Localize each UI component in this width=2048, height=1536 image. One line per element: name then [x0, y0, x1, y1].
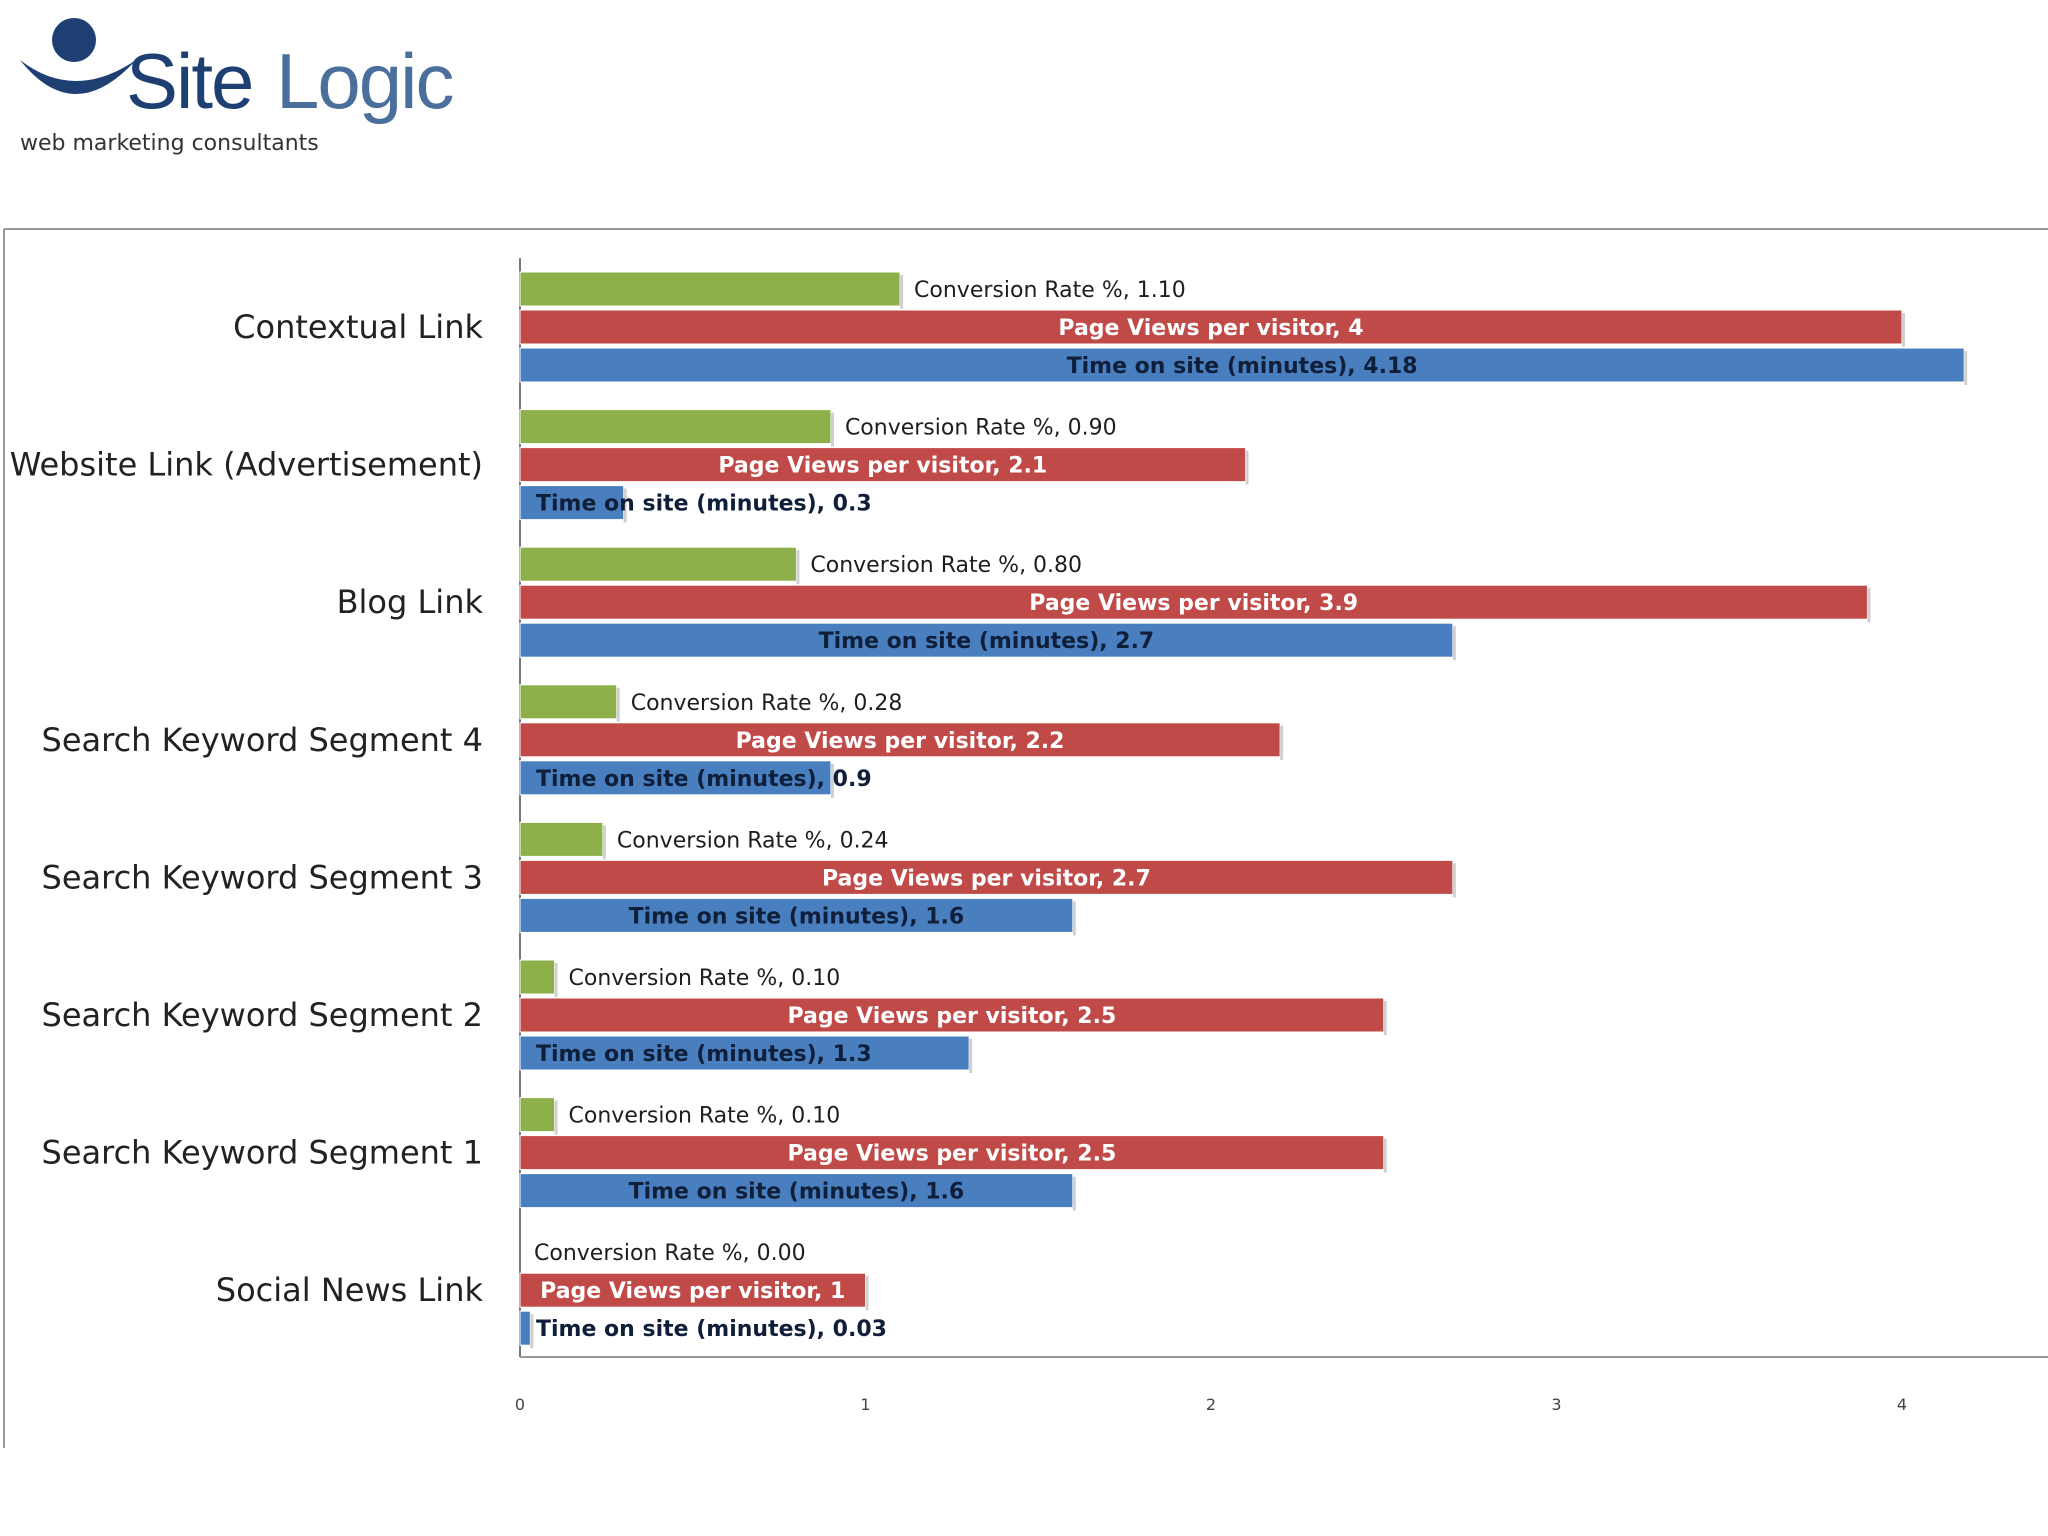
data-label-conversion: Conversion Rate %, 0.28 — [631, 691, 903, 716]
bar-conversion — [519, 821, 604, 857]
data-label-pageviews: Page Views per visitor, 2.5 — [787, 1004, 1116, 1029]
data-label-time: Time on site (minutes), 0.3 — [536, 492, 872, 517]
data-label-pageviews: Page Views per visitor, 2.1 — [718, 454, 1047, 479]
bar-shadow — [796, 550, 800, 585]
data-label-conversion: Conversion Rate %, 0.80 — [810, 553, 1082, 578]
bar-pageviews — [519, 584, 1868, 620]
bar-shadow — [1964, 351, 1968, 385]
data-label-time: Time on site (minutes), 1.6 — [629, 1180, 965, 1205]
bar-time — [519, 1310, 531, 1346]
chart-frame — [3, 228, 2048, 1448]
bar-shadow — [1452, 626, 1456, 661]
category-label: Contextual Link — [233, 308, 483, 346]
data-label-pageviews: Page Views per visitor, 2.5 — [787, 1142, 1116, 1167]
bar-shadow — [1072, 1176, 1076, 1211]
bar-shadow — [830, 412, 834, 447]
bar-shadow — [554, 1100, 558, 1135]
bar-time — [519, 1035, 970, 1071]
bar-shadow — [623, 488, 627, 523]
data-label-conversion: Conversion Rate %, 0.00 — [534, 1241, 806, 1266]
chart-x-ticks: 0 1 2 3 4 — [515, 1395, 1907, 1414]
chart-category-labels: Contextual Link Website Link (Advertiseme… — [10, 308, 484, 1309]
bar-shadow — [1867, 588, 1871, 623]
category-label: Website Link (Advertisement) — [10, 446, 483, 484]
data-label-pageviews: Page Views per visitor, 1 — [540, 1279, 845, 1304]
logo-tagline: web marketing consultants — [20, 131, 319, 156]
data-label-pageviews: Page Views per visitor, 2.2 — [736, 729, 1065, 754]
x-tick-label: 0 — [515, 1395, 525, 1414]
bar-shadow — [1280, 725, 1284, 760]
bar-shadow — [1902, 313, 1905, 347]
data-label-time: Time on site (minutes), 0.9 — [536, 767, 872, 792]
data-label-time: Time on site (minutes), 4.18 — [1067, 354, 1418, 379]
bar-time — [519, 897, 1074, 933]
chart-bars — [519, 271, 1968, 1349]
bar-shadow — [530, 1314, 534, 1349]
bar-conversion — [519, 959, 556, 995]
data-label-conversion: Conversion Rate %, 0.24 — [617, 828, 889, 853]
logo-brand-site: Site — [126, 37, 252, 125]
category-label: Social News Link — [216, 1271, 484, 1309]
data-label-conversion: Conversion Rate %, 1.10 — [914, 278, 1186, 303]
bar-shadow — [830, 763, 834, 798]
bar-pageviews — [519, 447, 1247, 483]
bar-conversion — [519, 1097, 556, 1133]
category-label: Search Keyword Segment 2 — [42, 996, 483, 1034]
bar-shadow — [602, 825, 606, 860]
chart-data-labels: Conversion Rate %, 1.10 Page Views per vi… — [534, 278, 1418, 1342]
bar-time — [519, 622, 1454, 658]
bar-time — [519, 347, 1965, 383]
bar-pageviews — [519, 722, 1281, 758]
bar-conversion — [519, 409, 832, 445]
bar-shadow — [1072, 901, 1076, 936]
sitelogic-logo: Site Logic web marketing consultants — [20, 18, 454, 156]
data-label-time: Time on site (minutes), 2.7 — [819, 629, 1155, 654]
x-tick-label: 4 — [1897, 1395, 1907, 1414]
logo-swoosh-icon — [20, 60, 136, 94]
bar-shadow — [1383, 1001, 1387, 1035]
data-label-time: Time on site (minutes), 1.6 — [629, 904, 965, 929]
bar-shadow — [554, 963, 558, 997]
data-label-pageviews: Page Views per visitor, 2.7 — [822, 866, 1151, 891]
data-label-conversion: Conversion Rate %, 0.10 — [569, 966, 841, 991]
bar-time — [519, 760, 832, 796]
x-tick-label: 2 — [1206, 1395, 1216, 1414]
logo-globe-icon — [52, 18, 96, 62]
bar-pageviews — [519, 859, 1454, 895]
bar-shadow — [969, 1039, 973, 1073]
bar-shadow — [900, 275, 904, 309]
bar-pageviews — [519, 1135, 1385, 1171]
data-label-conversion: Conversion Rate %, 0.10 — [569, 1104, 841, 1129]
data-label-time: Time on site (minutes), 1.3 — [536, 1042, 872, 1067]
bar-shadow — [1383, 1138, 1387, 1173]
x-tick-label: 3 — [1551, 1395, 1561, 1414]
bar-shadow — [616, 687, 620, 722]
data-label-pageviews: Page Views per visitor, 3.9 — [1029, 591, 1358, 616]
data-label-conversion: Conversion Rate %, 0.90 — [845, 416, 1117, 441]
bar-conversion — [519, 546, 797, 582]
data-label-time: Time on site (minutes), 0.03 — [536, 1317, 887, 1342]
bar-conversion — [519, 684, 618, 720]
bar-shadow — [865, 1276, 869, 1311]
category-label: Search Keyword Segment 3 — [42, 858, 483, 896]
category-label: Blog Link — [337, 583, 484, 621]
bar-time — [519, 485, 625, 521]
bar-conversion — [519, 271, 901, 307]
bar-shadow — [1245, 450, 1249, 485]
logo-brand-logic: Logic — [276, 37, 452, 125]
bar-pageviews — [519, 997, 1385, 1033]
data-label-pageviews: Page Views per visitor, 4 — [1058, 316, 1363, 341]
category-label: Search Keyword Segment 1 — [42, 1134, 483, 1172]
x-tick-label: 1 — [860, 1395, 870, 1414]
category-label: Search Keyword Segment 4 — [42, 721, 483, 759]
bar-pageviews — [519, 1272, 866, 1308]
bar-shadow — [1452, 863, 1456, 898]
